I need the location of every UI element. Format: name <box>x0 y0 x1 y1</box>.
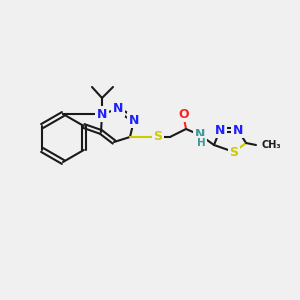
Text: S: S <box>154 130 163 143</box>
Text: N: N <box>233 124 243 136</box>
Text: N: N <box>195 128 205 140</box>
Text: CH₃: CH₃ <box>262 140 282 150</box>
Text: N: N <box>113 103 123 116</box>
Text: S: S <box>230 146 238 158</box>
Text: O: O <box>179 107 189 121</box>
Text: H: H <box>196 138 206 148</box>
Text: N: N <box>215 124 225 136</box>
Text: N: N <box>97 107 107 121</box>
Text: N: N <box>129 113 139 127</box>
